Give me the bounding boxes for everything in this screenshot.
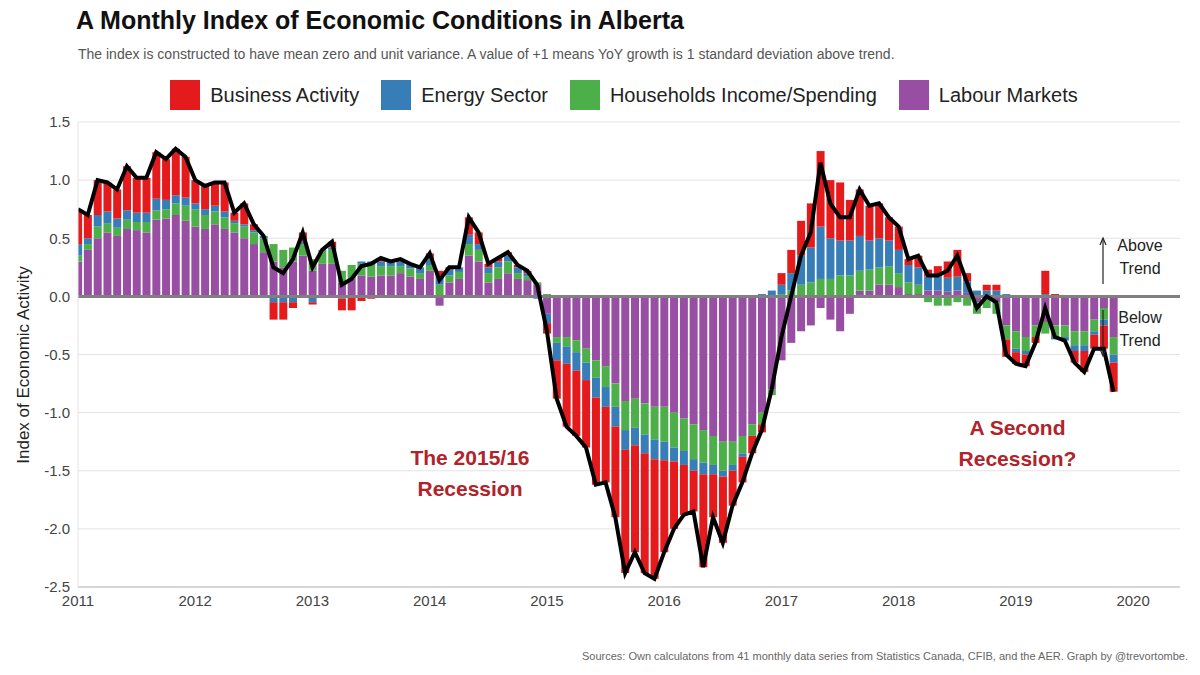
svg-text:0.5: 0.5 bbox=[49, 230, 70, 247]
svg-text:2020: 2020 bbox=[1116, 592, 1149, 609]
html-text:Labour Markets: Labour Markets bbox=[938, 83, 1078, 106]
html-text:Energy Sector: Energy Sector bbox=[421, 83, 548, 106]
svg-text:2016: 2016 bbox=[647, 592, 680, 609]
html-text:Households Income/Spending: Households Income/Spending bbox=[609, 83, 877, 106]
svg-text:2018: 2018 bbox=[882, 592, 915, 609]
svg-text:-1.0: -1.0 bbox=[44, 404, 70, 421]
svg-text:0.0: 0.0 bbox=[49, 288, 70, 305]
html-text:Index of Economic Activity: Index of Economic Activity bbox=[14, 266, 33, 464]
svg-text:2017: 2017 bbox=[765, 592, 798, 609]
svg-text:2012: 2012 bbox=[179, 592, 212, 609]
html-text:Below Trend: Below Trend bbox=[1118, 309, 1162, 349]
svg-text:-1.5: -1.5 bbox=[44, 462, 70, 479]
html-text:The index is constructed to ha: The index is constructed to have mean ze… bbox=[78, 46, 895, 62]
html-text:A Monthly Index of Economic Co: A Monthly Index of Economic Conditions i… bbox=[76, 6, 684, 34]
svg-text:2019: 2019 bbox=[999, 592, 1032, 609]
svg-text:2013: 2013 bbox=[296, 592, 329, 609]
svg-text:2014: 2014 bbox=[413, 592, 446, 609]
svg-text:1.5: 1.5 bbox=[49, 113, 70, 130]
svg-text:2015: 2015 bbox=[530, 592, 563, 609]
html-text:Sources: Own calculatons from: Sources: Own calculatons from 41 monthly… bbox=[582, 650, 1188, 662]
svg-text:-0.5: -0.5 bbox=[44, 346, 70, 363]
svg-text:1.0: 1.0 bbox=[49, 171, 70, 188]
svg-text:-2.5: -2.5 bbox=[44, 578, 70, 595]
svg-text:-2.0: -2.0 bbox=[44, 520, 70, 537]
html-text:Business Activity: Business Activity bbox=[210, 83, 360, 106]
svg-text:2011: 2011 bbox=[61, 591, 95, 609]
html-text:The 2015/16 Recession: The 2015/16 Recession bbox=[410, 446, 530, 500]
html-text:Above Trend: Above Trend bbox=[1117, 237, 1163, 277]
html-text:A Second Recession?: A Second Recession? bbox=[958, 416, 1077, 470]
